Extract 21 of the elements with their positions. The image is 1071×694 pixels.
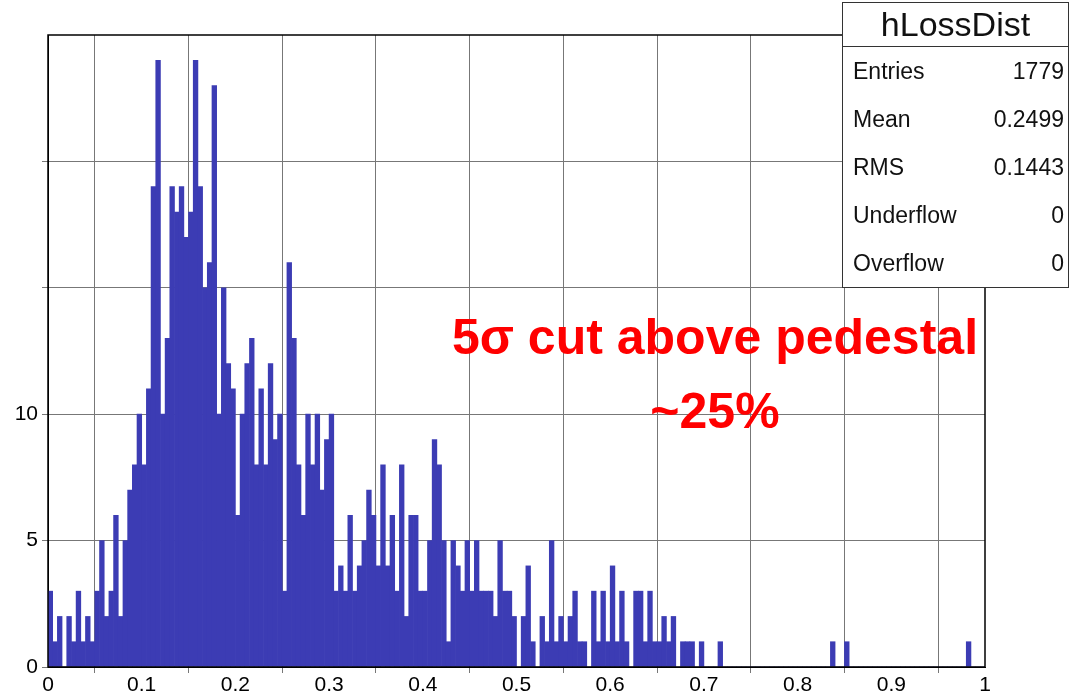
x-tick-label: 0.5 xyxy=(501,672,532,694)
x-tick-label: 0.7 xyxy=(689,672,719,694)
x-tick-label: 0.8 xyxy=(783,672,813,694)
y-tick-label: 5 xyxy=(26,527,38,551)
text: RMS 0.1443 xyxy=(853,153,1064,180)
x-tick-label: 1 xyxy=(979,672,991,694)
text: Underflow 0 xyxy=(853,201,1064,228)
x-tick-label: 0.9 xyxy=(876,672,906,694)
chart-title: hLossDist xyxy=(843,3,1068,47)
x-tick-label: 0.3 xyxy=(314,672,344,694)
text: Overflow 0 xyxy=(853,249,1064,276)
annotation: 5σ cut above pedestal ~25% xyxy=(450,308,980,441)
x-tick-label: 0.1 xyxy=(127,672,157,694)
text: Entries 1779 xyxy=(853,57,1064,84)
x-tick-label: 0.4 xyxy=(408,672,438,694)
x-tick-label: 0.2 xyxy=(220,672,250,694)
x-tick-label: 0 xyxy=(42,672,54,694)
y-tick-label: 10 xyxy=(14,401,38,424)
text: Mean 0.2499 xyxy=(853,105,1064,132)
x-tick-label: 0.6 xyxy=(595,672,625,694)
y-tick-label: 0 xyxy=(26,653,38,677)
